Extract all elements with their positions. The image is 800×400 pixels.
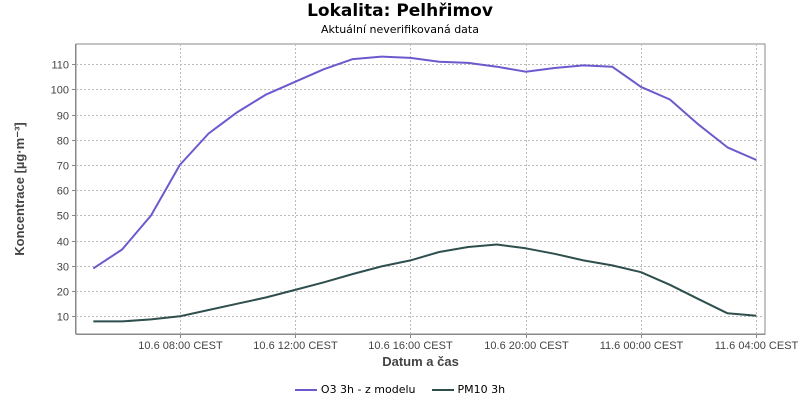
x-axis-label: Datum a čas — [382, 354, 459, 369]
y-tick-label: 110 — [51, 60, 69, 72]
legend-swatch-o3 — [294, 388, 317, 391]
axes: 10 20 30 40 50 60 70 80 90 100 110 10.6 08:00 CEST 1… — [51, 44, 799, 352]
series-layer — [92, 55, 757, 323]
legend-label-pm10: PM10 3h — [457, 383, 506, 396]
chart-subtitle: Aktuální neverifikovaná data — [321, 23, 479, 36]
series-line-o3 — [92, 55, 757, 270]
y-tick-label: 20 — [57, 287, 69, 299]
plot-area — [75, 43, 766, 335]
y-tick-label: 80 — [57, 136, 69, 148]
legend-label-o3: O3 3h - z modelu — [320, 383, 416, 396]
chart-title: Lokalita: Pelhřimov — [307, 1, 493, 21]
x-tick-label: 11.6 04:00 CEST — [715, 340, 799, 352]
legend-item-pm10: PM10 3h — [431, 383, 506, 396]
grid-lines — [76, 44, 765, 334]
x-tick-label: 10.6 20:00 CEST — [484, 340, 569, 352]
x-tick-label: 10.6 08:00 CEST — [138, 340, 223, 352]
y-tick-label: 60 — [57, 186, 69, 198]
legend-swatch-pm10 — [431, 388, 454, 391]
x-tick-label: 10.6 12:00 CEST — [253, 340, 338, 352]
legend-item-o3: O3 3h - z modelu — [294, 383, 416, 396]
y-axis-label: Koncentrace [µg·m⁻³] — [12, 122, 27, 256]
y-tick-label: 40 — [57, 237, 69, 249]
y-tick-label: 50 — [57, 211, 69, 223]
y-tick-label: 10 — [57, 312, 69, 324]
y-tick-label: 30 — [57, 262, 69, 274]
y-tick-label: 70 — [57, 161, 69, 173]
series-line-pm10 — [93, 243, 757, 323]
legend: O3 3h - z modelu PM10 3h — [0, 383, 800, 396]
y-tick-label: 100 — [51, 85, 69, 97]
x-tick-label: 10.6 16:00 CEST — [368, 340, 453, 352]
x-tick-label: 11.6 00:00 CEST — [600, 340, 684, 352]
y-tick-label: 90 — [57, 111, 69, 123]
